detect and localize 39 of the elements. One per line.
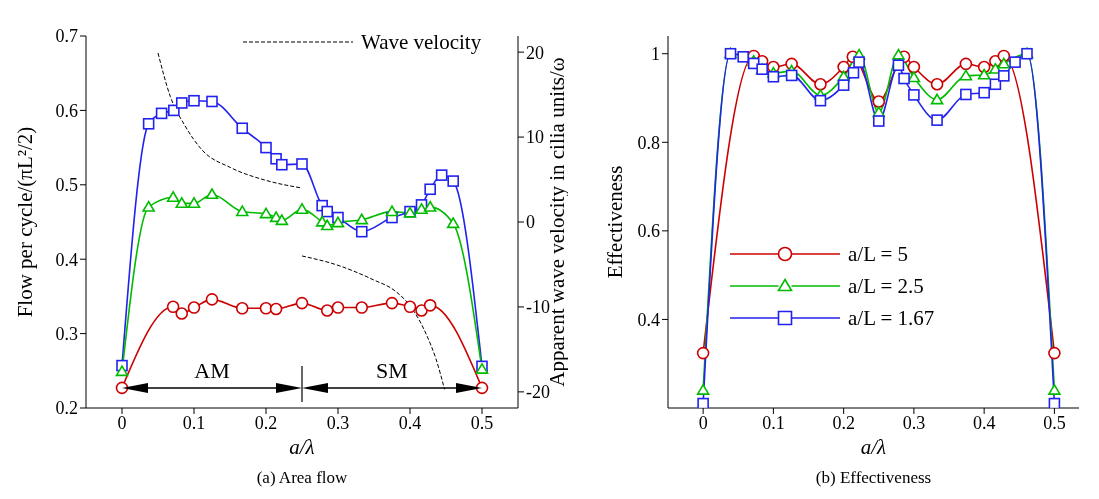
x-axis-title: a/λ — [289, 435, 315, 459]
y-tick-label: 0.2 — [55, 398, 78, 419]
text: (b) Effectiveness — [814, 468, 933, 488]
x-axis-title: a/λ — [860, 435, 887, 459]
x-tick-label: 0.3 — [902, 412, 926, 433]
y-tick-label: 0.7 — [55, 26, 78, 47]
y-tick-label: 0.6 — [637, 221, 660, 242]
x-tick-label: 0 — [698, 412, 708, 433]
y-axis-title: Flow per cycle/(πL²/2) — [13, 126, 37, 318]
y2-tick-label: 10 — [526, 127, 544, 148]
y2-tick-label: 0 — [526, 212, 535, 233]
y-tick-label: 0.5 — [55, 175, 78, 196]
x-tick-label: 0.3 — [326, 412, 350, 433]
y2-tick-label: 20 — [526, 42, 544, 63]
annotation: SM — [376, 357, 408, 383]
x-tick-label: 0 — [117, 412, 127, 433]
text: Wave velocity — [361, 30, 482, 54]
annotation: AM — [194, 357, 230, 383]
x-tick-label: 0.1 — [182, 412, 206, 433]
y-axis-title: Effectiveness — [603, 165, 627, 279]
y-tick-label: 0.3 — [55, 323, 78, 344]
legend-label: a/L = 5 — [848, 242, 909, 266]
x-tick-label: 0.4 — [398, 412, 422, 433]
x-tick-label: 0.4 — [972, 412, 996, 433]
y-tick-label: 0.4 — [55, 249, 78, 270]
y-tick-label: 0.6 — [55, 100, 78, 121]
x-tick-label: 0.5 — [470, 412, 494, 433]
y2-tick-label: -10 — [526, 297, 550, 318]
legend-label: a/L = 1.67 — [848, 306, 935, 330]
x-tick-label: 0.2 — [832, 412, 855, 433]
y2-tick-label: -20 — [526, 382, 550, 403]
y-tick-label: 0.8 — [637, 132, 660, 153]
text: (a) Area flow — [255, 468, 349, 488]
x-tick-label: 0.2 — [254, 412, 278, 433]
legend-label: a/L = 2.5 — [848, 274, 924, 298]
x-tick-label: 0.1 — [762, 412, 785, 433]
y-tick-label: 1 — [651, 44, 660, 65]
y-tick-label: 0.4 — [637, 309, 660, 330]
x-tick-label: 0.5 — [1043, 412, 1066, 433]
